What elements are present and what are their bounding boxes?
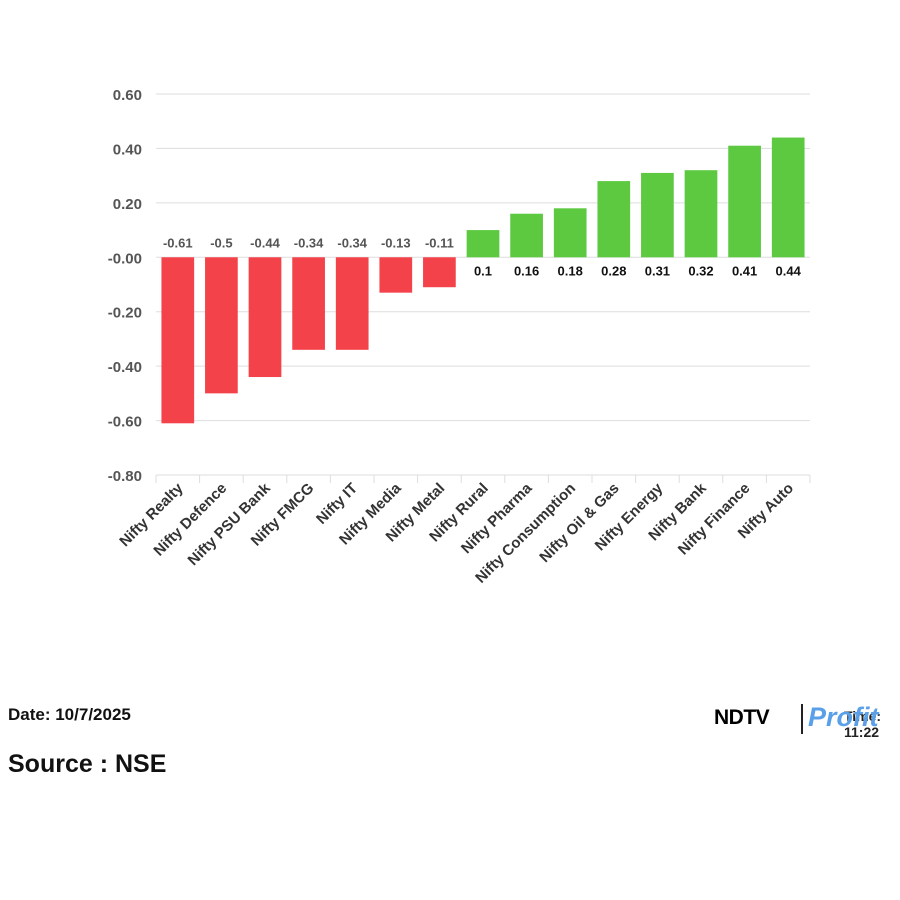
bar <box>553 208 587 258</box>
brand-time-text: Time: 11:22 <box>844 708 882 740</box>
bar <box>161 257 195 424</box>
bar <box>292 257 325 350</box>
bar <box>510 213 543 258</box>
bar <box>597 181 631 258</box>
bar <box>423 257 456 288</box>
bar-chart: 0.60 0.40 0.20 -0.00 -0.20 -0.40 -0.60 -0.80 -0.… <box>108 87 811 587</box>
data-label: 0.16 <box>514 263 539 278</box>
bar <box>684 170 718 258</box>
y-tick-label: -0.80 <box>108 468 142 485</box>
bar <box>728 145 761 258</box>
y-tick-label: -0.40 <box>108 359 142 376</box>
data-label: -0.34 <box>337 235 367 250</box>
bar <box>379 257 413 293</box>
bar <box>466 230 500 258</box>
brand-ndtv-text: NDTV <box>714 706 770 729</box>
source-label: Source : NSE <box>8 750 167 778</box>
bar <box>335 257 369 350</box>
data-label: 0.28 <box>601 263 626 278</box>
data-label: -0.5 <box>210 235 232 250</box>
y-tick-label: -0.20 <box>108 305 142 322</box>
data-label: 0.41 <box>732 263 757 278</box>
brand-profit-text: Profit <box>808 702 879 732</box>
y-tick-label: -0.60 <box>108 414 142 431</box>
data-label: 0.44 <box>776 263 802 278</box>
data-label: 0.1 <box>474 263 492 278</box>
brand-separator <box>801 704 803 734</box>
data-label: 0.32 <box>688 263 713 278</box>
y-tick-label: 0.40 <box>113 141 142 158</box>
data-label: -0.44 <box>250 235 280 250</box>
bar <box>205 257 238 394</box>
ndtv-profit-logo: NDTV Time: 11:22 Profit <box>714 700 894 740</box>
data-label: 0.31 <box>645 263 670 278</box>
data-label: 0.18 <box>558 263 583 278</box>
y-tick-label: 0.20 <box>113 196 142 213</box>
data-label: -0.34 <box>294 235 324 250</box>
date-label: Date: 10/7/2025 <box>8 705 131 724</box>
y-tick-label: 0.60 <box>113 87 142 104</box>
bar <box>641 172 674 258</box>
y-tick-label: -0.00 <box>108 250 142 267</box>
data-label: -0.11 <box>425 235 454 250</box>
bar <box>248 257 282 378</box>
bar <box>771 137 805 258</box>
data-label: -0.61 <box>163 235 193 250</box>
data-label: -0.13 <box>381 235 411 250</box>
